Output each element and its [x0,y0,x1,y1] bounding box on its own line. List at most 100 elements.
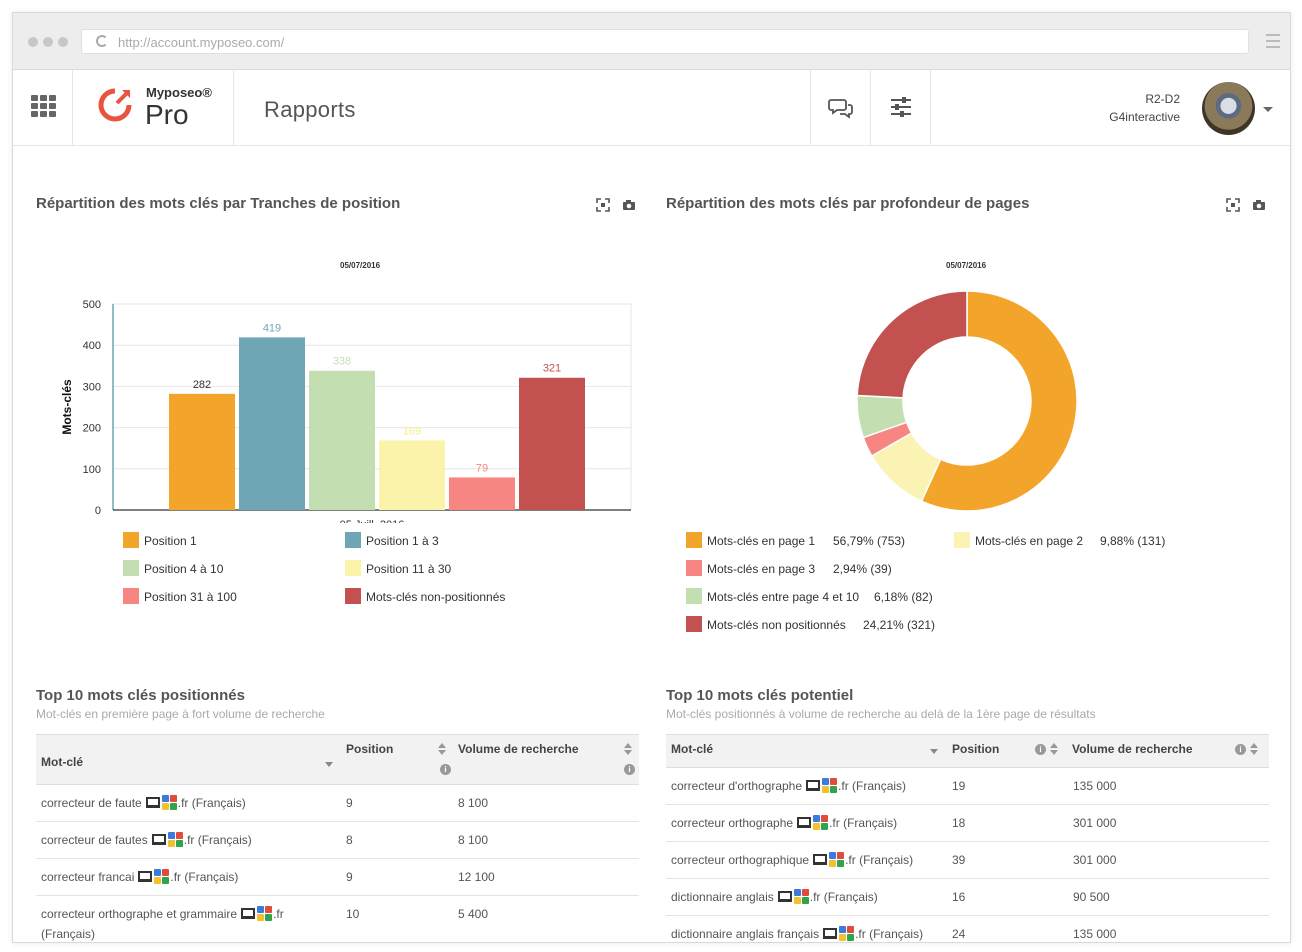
keyword-text: correcteur orthographique [671,853,810,867]
window-dot-icon[interactable] [58,37,68,47]
column-header-position[interactable]: Position i [947,734,1067,768]
legend-percentage: 9,88% (131) [1100,534,1166,548]
url-text[interactable]: http://account.myposeo.com/ [118,35,285,50]
window-dot-icon[interactable] [43,37,53,47]
desktop-icon [138,871,153,883]
sort-icon[interactable] [1250,743,1258,755]
column-header-volume[interactable]: Volume de recherche i [453,734,639,785]
legend-item[interactable]: Mots-clés en page 2 9,88% (131) [954,532,1165,549]
bar-value-label: 282 [193,379,211,391]
table-row[interactable]: correcteur orthographe .fr (Français) 18 30… [666,804,1269,842]
keyword-cell: correcteur francai .fr (Français) [36,858,341,896]
left-chart-title: Répartition des mots clés par Tranches d… [36,195,401,212]
volume-cell: 301 000 [1067,804,1269,842]
legend-item[interactable]: Mots-clés en page 3 2,94% (39) [686,560,892,577]
legend-swatch [686,616,702,633]
info-icon[interactable]: i [1235,744,1246,755]
browser-menu-icon[interactable] [1266,34,1280,52]
volume-cell: 8 100 [453,821,639,859]
keyword-cell: dictionnaire anglais français .fr (França… [666,915,947,942]
column-header-position[interactable]: Position i [341,734,453,785]
position-cell: 10 [341,895,453,942]
column-header-volume[interactable]: Volume de recherche i [1067,734,1269,768]
language-text: .fr (Français) [41,907,284,941]
left-table-subtitle: Mot-clés en première page à fort volume … [36,707,325,721]
column-header-keyword[interactable]: Mot-clé [36,734,341,785]
y-tick-label: 300 [83,381,101,393]
legend-item[interactable]: Mots-clés en page 1 56,79% (753) [686,532,905,549]
language-text: .fr (Français) [170,870,239,884]
volume-cell: 135 000 [1067,915,1269,942]
legend-item[interactable]: Position 4 à 10 [123,560,223,577]
fullscreen-icon[interactable] [596,198,610,212]
column-header-label: Position [346,742,394,756]
table-row[interactable]: correcteur de faute .fr (Français) 9 8 100 [36,784,639,822]
info-icon[interactable]: i [1035,744,1046,755]
keyword-cell: correcteur orthographique .fr (Français) [666,841,947,879]
desktop-icon [145,797,160,809]
google-icon [839,925,855,941]
sort-icon[interactable] [438,743,446,755]
legend-swatch [345,588,361,605]
sort-icon[interactable] [325,762,333,767]
desktop-icon [806,780,821,792]
table-row[interactable]: correcteur francai .fr (Français) 9 12 100 [36,858,639,896]
sort-icon[interactable] [930,749,938,754]
legend-item[interactable]: Position 31 à 100 [123,588,237,605]
fullscreen-icon[interactable] [1226,198,1240,212]
table-row[interactable]: correcteur de fautes .fr (Français) 8 8 100 [36,821,639,859]
language-text: .fr (Français) [809,890,878,904]
language-text: .fr (Français) [829,816,898,830]
table-row[interactable]: correcteur orthographique .fr (Français) 3… [666,841,1269,879]
sort-icon[interactable] [624,743,632,755]
keyword-text: dictionnaire anglais français [671,927,820,941]
keyword-cell: dictionnaire anglais .fr (Français) [666,878,947,916]
language-text: .fr (Français) [177,796,246,810]
y-tick-label: 200 [83,423,101,435]
avatar[interactable] [1202,82,1255,135]
apps-grid-icon [31,95,57,117]
brand-logo[interactable]: Myposeo® Pro [73,70,234,146]
right-table-subtitle: Mot-clés positionnés à volume de recherc… [666,707,1096,721]
apps-menu-button[interactable] [13,70,73,146]
messages-button[interactable] [810,70,870,146]
user-organization[interactable]: G4interactive [1109,110,1180,124]
user-name[interactable]: R2-D2 [1145,92,1180,106]
keyword-text: correcteur orthographe et grammaire [41,907,238,921]
table-row[interactable]: dictionnaire anglais français .fr (França… [666,915,1269,942]
camera-icon[interactable] [1252,198,1266,212]
sort-icon[interactable] [1050,743,1058,755]
language-text: .fr (Français) [183,833,252,847]
legend-item[interactable]: Mots-clés non-positionnés [345,588,505,605]
legend-item[interactable]: Mots-clés non positionnés 24,21% (321) [686,616,935,633]
bar-value-label: 338 [333,356,351,368]
table-row[interactable]: correcteur d'orthographe .fr (Français) 19… [666,767,1269,805]
donut-slice[interactable] [856,290,968,399]
table-row[interactable]: correcteur orthographe et grammaire .fr (… [36,895,639,942]
info-icon[interactable]: i [440,764,451,775]
camera-icon[interactable] [622,198,636,212]
donut-slice[interactable] [920,290,1078,512]
position-cell: 9 [341,858,453,896]
chevron-down-icon[interactable] [1263,107,1273,112]
legend-item[interactable]: Position 1 à 3 [345,532,439,549]
table-row[interactable]: dictionnaire anglais .fr (Français) 16 90 5… [666,878,1269,916]
info-icon[interactable]: i [624,764,635,775]
keyword-cell: correcteur orthographe .fr (Français) [666,804,947,842]
column-header-keyword[interactable]: Mot-clé [666,734,947,768]
language-text: .fr (Français) [855,927,924,941]
legend-item[interactable]: Position 11 à 30 [345,560,451,577]
window-dot-icon[interactable] [28,37,38,47]
settings-sliders-icon [891,97,911,117]
reload-icon[interactable] [96,35,108,47]
bar [169,393,235,510]
position-cell: 18 [947,804,1067,842]
bar-chart: 0 100 200 300 400 500 Mots-clés 05 Juill. 2016 2… [60,299,632,523]
bar [449,477,515,510]
legend-item[interactable]: Position 1 [123,532,197,549]
legend-item[interactable]: Mots-clés entre page 4 et 10 6,18% (82) [686,588,933,605]
settings-button[interactable] [870,70,930,146]
right-chart-title: Répartition des mots clés par profondeur… [666,195,1030,212]
address-bar[interactable]: http://account.myposeo.com/ [81,29,1249,54]
keyword-text: correcteur de faute [41,796,142,810]
